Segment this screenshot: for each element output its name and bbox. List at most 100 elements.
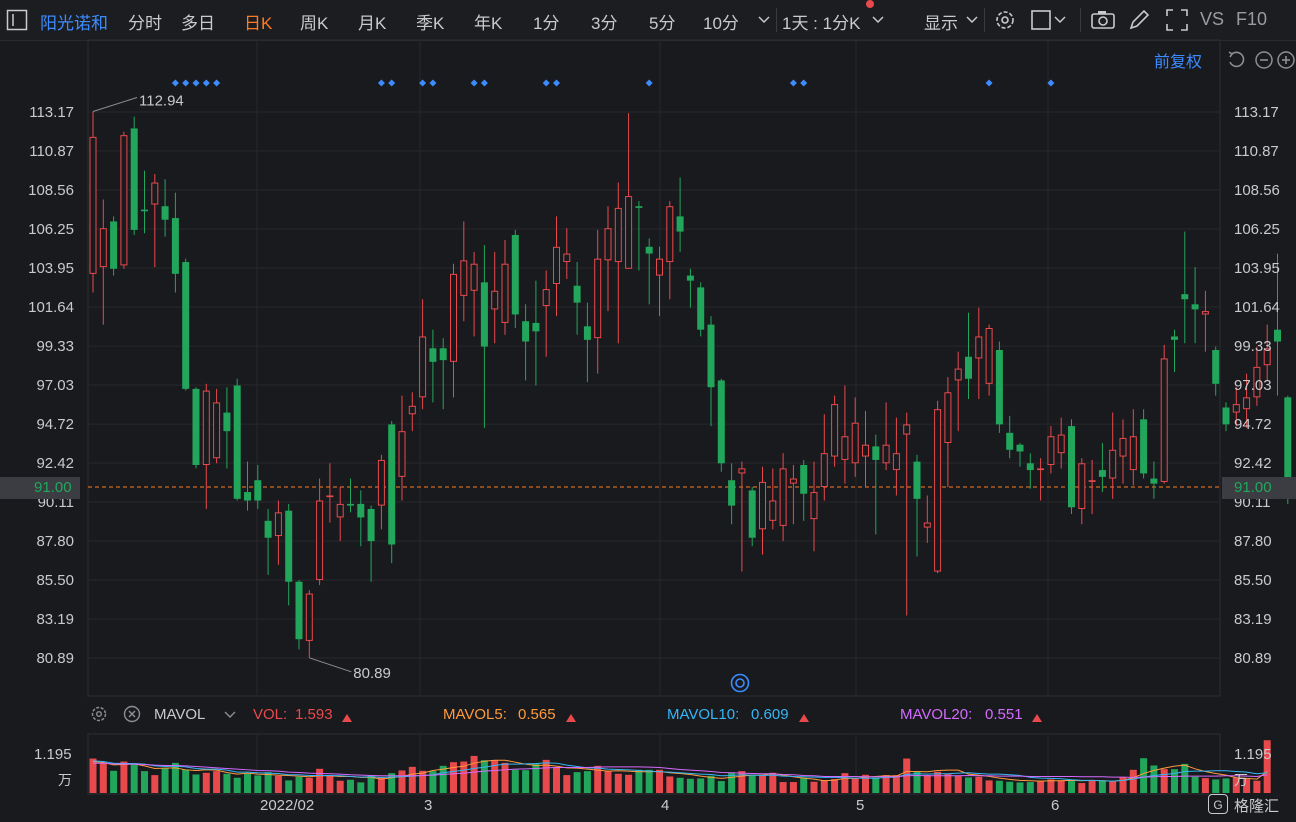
tab-intraday[interactable]: 分时 <box>128 14 162 33</box>
candle-body <box>872 446 880 460</box>
volume-bar <box>408 766 416 793</box>
mavol10-up-arrow-icon <box>799 709 809 726</box>
settings-gear-icon[interactable] <box>992 8 1018 32</box>
reset-zoom-icon[interactable] <box>1226 50 1246 70</box>
price-tick-label-right: 110.87 <box>1234 143 1279 160</box>
volume-bar <box>305 777 313 793</box>
tab-5min[interactable]: 5分 <box>649 14 676 33</box>
pencil-draw-icon[interactable] <box>1126 8 1152 32</box>
tab-multiday[interactable]: 多日 <box>181 14 215 33</box>
display-menu[interactable]: 显示 <box>924 14 958 33</box>
candle-body <box>985 327 993 384</box>
candle-body <box>965 356 972 379</box>
event-marker-icon <box>419 79 427 87</box>
f10-button[interactable]: F10 <box>1236 9 1268 29</box>
tab-quarterly-k[interactable]: 季K <box>416 14 445 33</box>
candle-body <box>748 490 756 538</box>
volume-bar <box>923 775 931 793</box>
indicator-close-icon[interactable] <box>123 705 141 727</box>
volume-bar <box>563 775 571 793</box>
indicator-settings-gear-icon[interactable] <box>90 705 108 727</box>
volume-bar <box>820 780 828 793</box>
price-tick-label-right: 108.56 <box>1234 182 1280 199</box>
window-layout-icon[interactable] <box>1028 8 1072 32</box>
volume-bar <box>975 776 983 793</box>
indicator-name[interactable]: MAVOL <box>154 706 206 723</box>
candle-body <box>141 209 148 212</box>
volume-bar <box>429 771 437 793</box>
price-tick-label-right: 85.50 <box>1234 572 1272 589</box>
tab-monthly-k[interactable]: 月K <box>358 14 387 33</box>
volume-bar <box>614 773 622 793</box>
mavol5-line <box>92 759 1268 782</box>
volume-bar <box>110 770 118 793</box>
tab-daily-k[interactable]: 日K <box>244 14 273 33</box>
candle-body <box>110 221 118 269</box>
indicator-chevron-icon[interactable] <box>223 707 237 725</box>
volume-bar <box>151 775 159 793</box>
candle-body <box>1212 349 1220 384</box>
mavol10-label: MAVOL10: <box>667 706 740 723</box>
volume-bar <box>851 778 859 793</box>
volume-bar <box>398 770 406 793</box>
zoom-out-icon[interactable] <box>1254 50 1274 70</box>
zoom-in-icon[interactable] <box>1276 50 1296 70</box>
vs-compare-button[interactable]: VS <box>1200 9 1225 29</box>
event-marker-icon <box>171 79 179 87</box>
jump-latest-icon[interactable] <box>730 673 750 693</box>
candle-body <box>645 246 653 254</box>
volume-bar <box>944 774 952 793</box>
more-periods-chevron-icon[interactable] <box>756 11 772 27</box>
tab-1min[interactable]: 1分 <box>533 14 560 33</box>
candle-body <box>1047 436 1055 466</box>
toolbar-divider <box>776 8 777 32</box>
volume-bar <box>1171 769 1178 793</box>
price-tick-label-right: 92.42 <box>1234 455 1272 472</box>
price-tick-label-right: 103.95 <box>1234 260 1280 277</box>
candle-body <box>264 520 272 538</box>
candle-body <box>1284 397 1292 487</box>
volume-bar <box>1253 780 1261 793</box>
volume-bar <box>965 777 972 793</box>
price-tick-label-left: 101.64 <box>28 299 74 316</box>
mavol5-label: MAVOL5: <box>443 706 507 723</box>
mavol20-value: 0.551 <box>985 706 1023 723</box>
tab-weekly-k[interactable]: 周K <box>300 14 329 33</box>
candle-body <box>769 500 777 521</box>
volume-bar <box>1098 780 1106 793</box>
camera-icon[interactable] <box>1090 8 1116 32</box>
candle-body <box>934 409 942 572</box>
candle-body <box>244 492 251 501</box>
period-select-chevron-icon[interactable] <box>870 11 886 27</box>
volume-axis-unit-right: 万 <box>1234 772 1248 788</box>
event-marker-icon <box>542 79 550 87</box>
volume-bar <box>233 777 241 793</box>
volume-bar <box>511 769 519 793</box>
candle-body <box>336 503 344 518</box>
forward-adjust-button[interactable]: 前复权 <box>1154 54 1203 71</box>
tab-3min[interactable]: 3分 <box>591 14 618 33</box>
candle-body <box>285 510 293 582</box>
volume-bar <box>274 775 282 793</box>
date-label-may: 5 <box>856 797 865 814</box>
price-tick-label-right: 113.17 <box>1234 104 1279 121</box>
volume-bar <box>470 755 478 793</box>
panel-toggle-icon[interactable] <box>6 9 28 31</box>
candle-body <box>511 234 519 315</box>
candle-body <box>522 321 530 342</box>
tab-yearly-k[interactable]: 年K <box>474 14 503 33</box>
candle-body <box>202 390 210 466</box>
volume-bar <box>89 758 97 793</box>
stock-name[interactable]: 阳光诺和 <box>40 14 108 33</box>
tab-10min[interactable]: 10分 <box>703 14 739 33</box>
candle-body <box>707 324 715 388</box>
volume-bar <box>1191 776 1199 793</box>
period-select[interactable]: 1天 : 1分K <box>782 14 861 33</box>
candle-body <box>903 424 911 435</box>
high-price-label: 112.94 <box>139 92 184 109</box>
display-chevron-icon[interactable] <box>964 11 980 27</box>
price-tick-label-left: 103.95 <box>28 260 74 277</box>
event-marker-icon <box>789 79 797 87</box>
fullscreen-icon[interactable] <box>1164 8 1190 32</box>
